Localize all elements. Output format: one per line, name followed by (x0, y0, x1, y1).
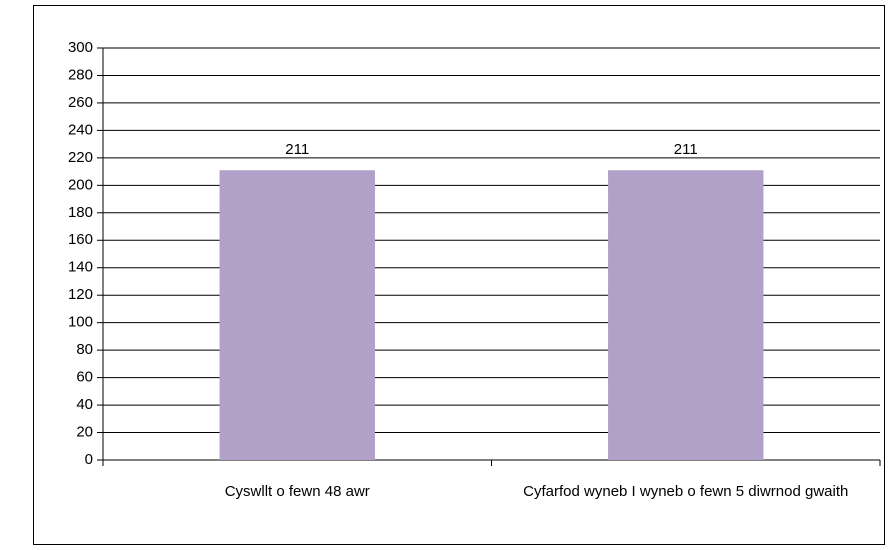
y-tick-label: 200 (68, 176, 93, 193)
y-tick-label: 220 (68, 149, 93, 166)
y-tick-label: 240 (68, 121, 93, 138)
data-label: 211 (285, 141, 309, 158)
y-tick-label: 20 (76, 424, 93, 441)
bar (608, 170, 764, 460)
label-line: Cyswllt o fewn 48 awr (225, 483, 370, 500)
x-tick-label: Cyswllt o fewn 48 awr (225, 483, 370, 500)
y-tick-label: 260 (68, 94, 93, 111)
bar (219, 170, 375, 460)
y-tick-label: 60 (76, 369, 93, 386)
y-tick-label: 300 (68, 39, 93, 56)
y-tick-label: 80 (76, 341, 93, 358)
y-tick-label: 120 (68, 286, 93, 303)
y-tick-label: 0 (85, 451, 93, 468)
x-tick-label: Cyfarfod wyneb I wyneb o fewn 5 diwrnod … (523, 483, 848, 500)
y-tick-label: 100 (68, 314, 93, 331)
y-tick-label: 180 (68, 204, 93, 221)
label-line: Cyfarfod wyneb I wyneb o fewn 5 diwrnod … (523, 483, 848, 500)
y-tick-label: 140 (68, 259, 93, 276)
data-label: 211 (674, 141, 698, 158)
y-tick-label: 160 (68, 231, 93, 248)
y-tick-label: 40 (76, 396, 93, 413)
y-tick-label: 280 (68, 66, 93, 83)
